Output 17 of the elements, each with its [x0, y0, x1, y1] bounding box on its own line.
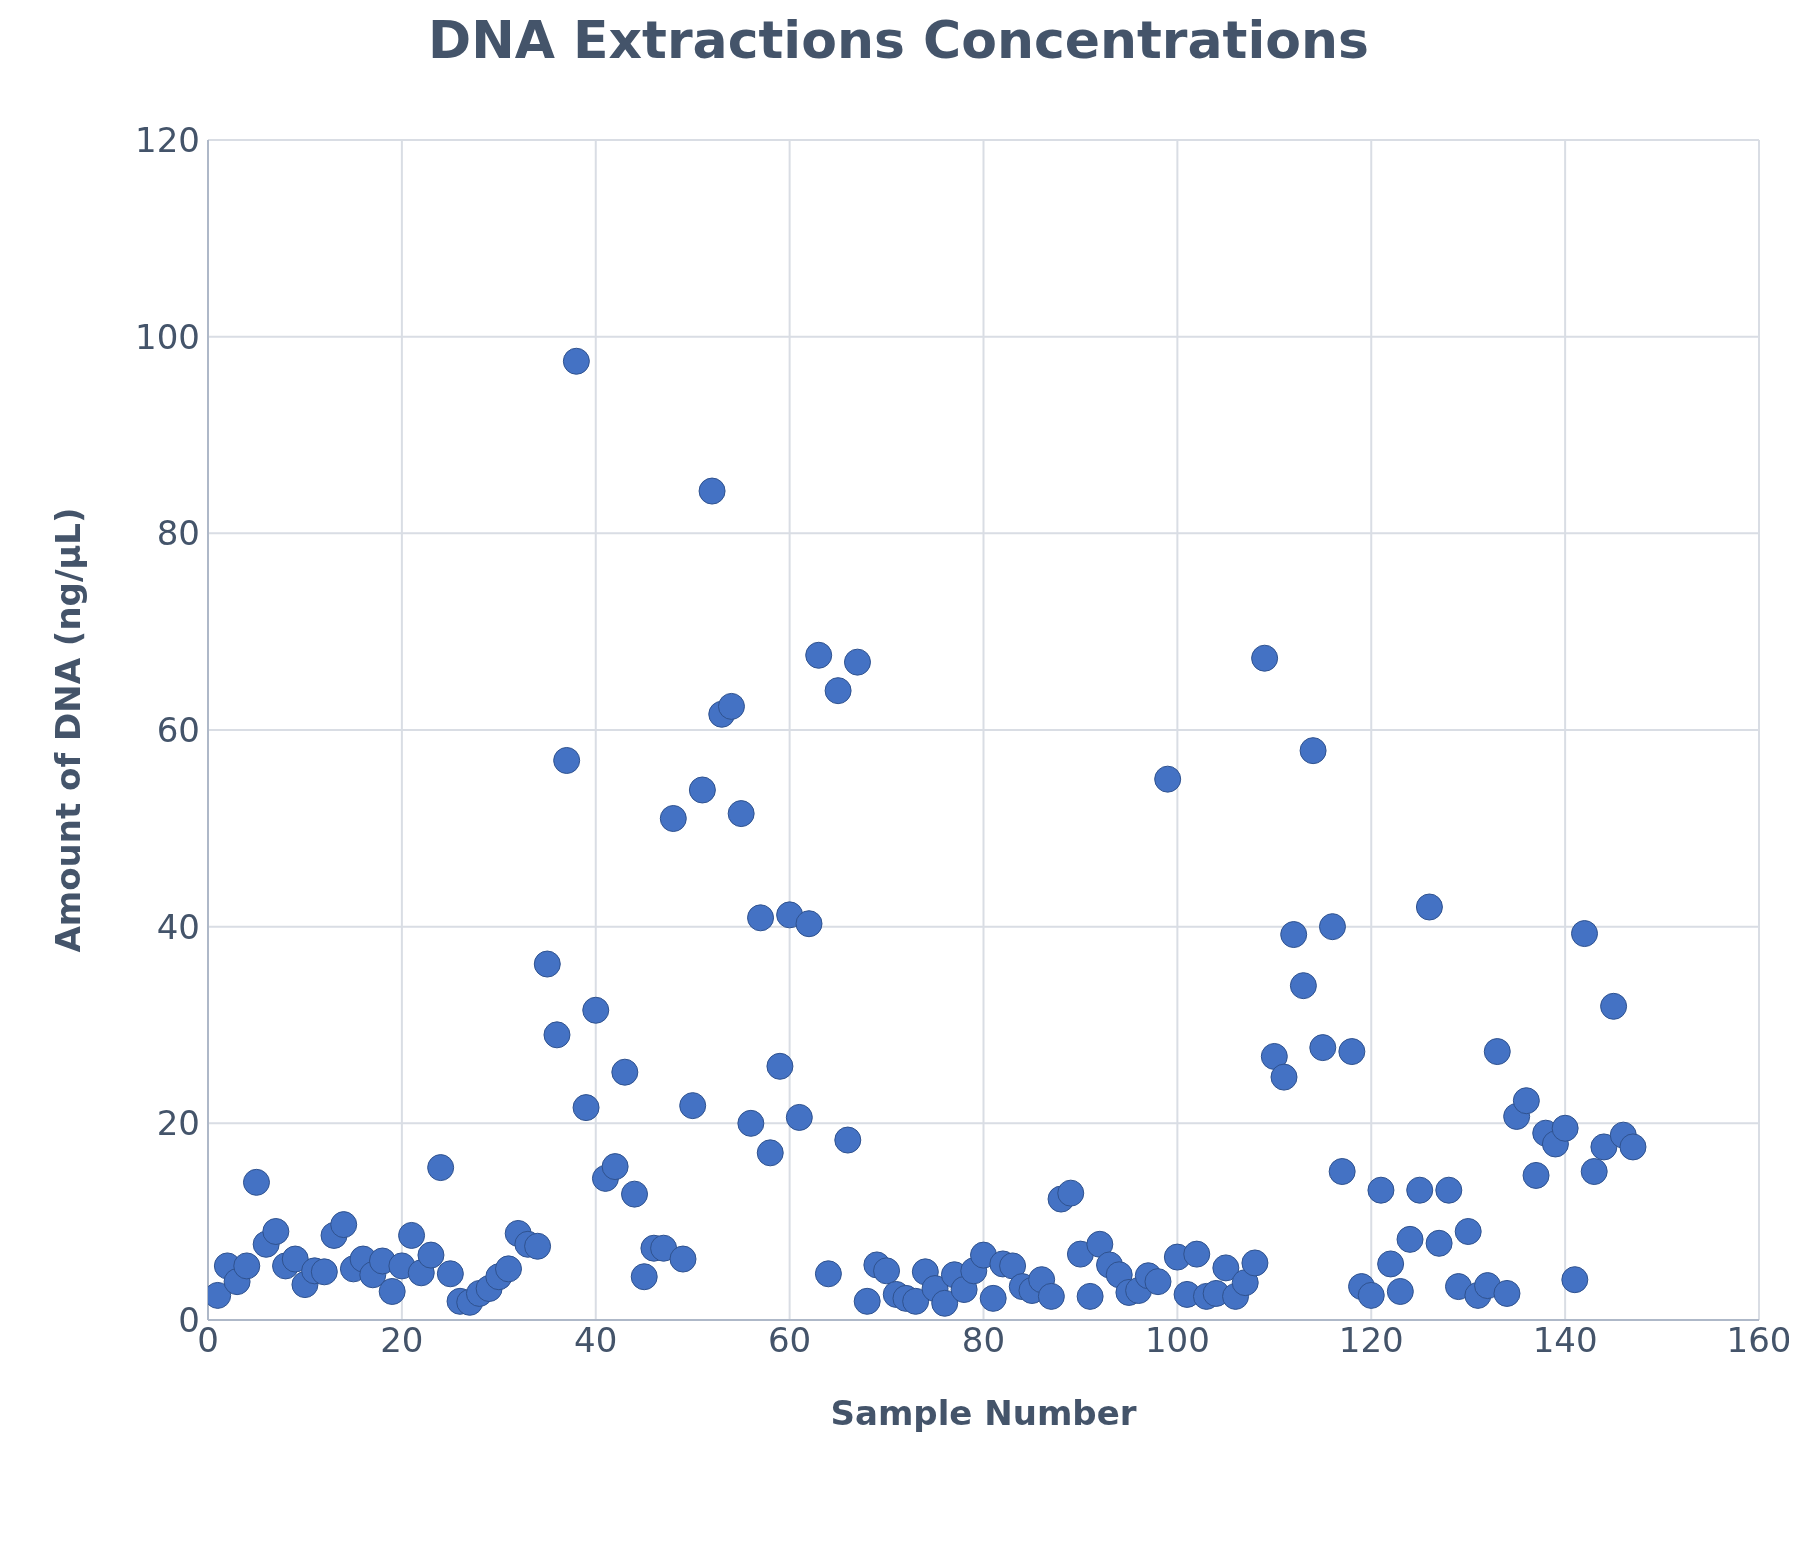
x-tick-label: 140: [1532, 1320, 1598, 1361]
chart-title: DNA Extractions Concentrations: [427, 10, 1370, 70]
y-tick-label: 120: [135, 120, 200, 161]
x-axis-title: Sample Number: [830, 1393, 1137, 1433]
x-tick-label: 100: [1144, 1320, 1210, 1361]
y-tick-label: 60: [156, 710, 200, 751]
x-tick-label: 160: [1726, 1320, 1792, 1361]
x-tick-label: 20: [380, 1320, 424, 1361]
y-tick-label: 80: [156, 513, 200, 554]
y-tick-label: 20: [156, 1103, 200, 1144]
y-tick-label: 100: [135, 316, 200, 357]
x-tick-label: 60: [767, 1320, 812, 1361]
x-tick-label: 80: [961, 1320, 1006, 1361]
y-tick-label: 40: [156, 906, 200, 947]
x-tick-label: 40: [574, 1320, 618, 1361]
x-tick-label: 120: [1338, 1320, 1404, 1361]
y-axis-title: Amount of DNA (ng/µL): [48, 507, 89, 953]
